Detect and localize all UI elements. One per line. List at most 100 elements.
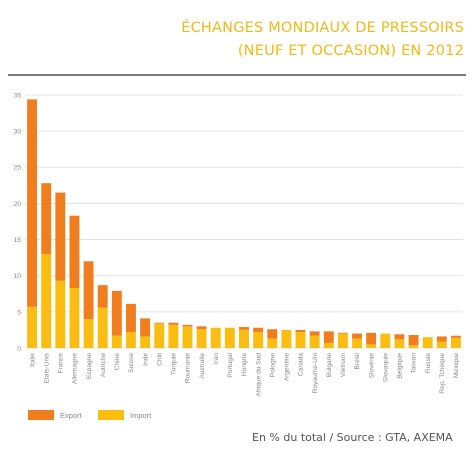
- x-tick-label-22: Vietnam: [340, 353, 347, 378]
- bar-import-22: [337, 333, 348, 348]
- bar-import-2: [55, 280, 66, 348]
- bar-export-10: [168, 322, 179, 325]
- title-divider: [8, 74, 466, 76]
- bar-import-4: [83, 319, 94, 348]
- bar-import-30: [450, 337, 461, 348]
- legend-label-export: Export: [60, 411, 83, 420]
- y-tick-label-5: 5: [17, 309, 21, 316]
- bar-export-3: [69, 215, 80, 289]
- x-tick-label-8: Inde: [142, 353, 149, 366]
- chart-title-line-2: (NEUF ET OCCASION) EN 2012: [237, 43, 464, 59]
- bar-export-27: [408, 334, 419, 346]
- bar-export-1: [41, 183, 52, 255]
- bar-import-5: [97, 307, 108, 348]
- bar-export-24: [366, 332, 377, 345]
- x-tick-label-17: Pologne: [269, 353, 276, 378]
- bar-export-11: [182, 324, 193, 327]
- bar-export-21: [323, 331, 334, 343]
- bar-export-12: [196, 326, 207, 330]
- bar-export-19: [295, 329, 306, 333]
- x-tick-label-4: Espagne: [86, 353, 93, 379]
- bar-export-26: [394, 334, 405, 340]
- y-tick-label-30: 30: [13, 129, 21, 136]
- bar-export-6: [111, 290, 122, 336]
- x-tick-label-13: Iran: [213, 353, 220, 365]
- bar-export-9: [154, 322, 165, 324]
- bar-import-6: [111, 335, 122, 348]
- bar-export-17: [267, 329, 278, 339]
- x-tick-label-16: Afrique du Sud: [255, 353, 262, 397]
- legend-swatch-import: [98, 410, 124, 420]
- bar-import-28: [422, 337, 433, 348]
- bar-import-17: [267, 338, 278, 348]
- x-tick-label-0: Italie: [29, 353, 36, 367]
- bar-export-8: [140, 318, 151, 337]
- bar-export-5: [97, 285, 108, 308]
- x-tick-label-12: Australie: [199, 353, 206, 379]
- x-tick-label-2: France: [58, 353, 65, 374]
- x-tick-label-9: Chili: [156, 352, 163, 365]
- bar-export-22: [337, 332, 348, 334]
- bar-export-20: [309, 331, 320, 336]
- bar-export-15: [239, 327, 249, 330]
- bar-import-24: [366, 344, 377, 348]
- bar-import-11: [182, 326, 193, 348]
- x-tick-label-14: Portugal: [227, 352, 234, 377]
- x-tick-label-29: Rep. Tchèque: [439, 353, 446, 394]
- y-tick-label-20: 20: [13, 201, 21, 208]
- bar-import-1: [41, 254, 52, 348]
- y-tick-label-35: 35: [13, 92, 21, 99]
- bar-import-13: [210, 327, 221, 348]
- y-tick-label-15: 15: [13, 237, 21, 244]
- x-tick-label-23: Brésil: [354, 352, 361, 369]
- x-tick-label-6: Chine: [114, 353, 121, 371]
- bar-import-27: [408, 345, 419, 348]
- legend-swatch-export: [28, 410, 54, 420]
- bar-import-14: [224, 327, 235, 348]
- x-tick-label-11: Roumanie: [185, 353, 192, 383]
- source-note: En % du total / Source : GTA, AXEMA: [252, 431, 453, 444]
- x-tick-label-5: Autriche: [100, 353, 107, 378]
- bar-import-16: [253, 332, 264, 348]
- bar-export-23: [352, 333, 362, 339]
- x-tick-label-25: Slovaquie: [382, 353, 389, 382]
- bar-import-26: [394, 339, 405, 348]
- bar-export-4: [83, 261, 94, 320]
- x-tick-label-20: Royaume-Uni: [312, 352, 319, 393]
- bar-import-29: [436, 341, 447, 348]
- x-tick-label-30: Mexique: [453, 353, 460, 378]
- bar-import-3: [69, 288, 80, 348]
- x-tick-label-15: Hongrie: [241, 353, 248, 376]
- x-tick-label-26: Belgique: [397, 353, 404, 379]
- bar-import-21: [323, 342, 334, 348]
- bar-export-16: [253, 327, 264, 333]
- x-tick-label-28: Russie: [425, 353, 432, 373]
- y-tick-label-0: 0: [17, 345, 21, 352]
- bar-import-25: [380, 333, 391, 348]
- bar-layer: [27, 99, 461, 348]
- x-tick-label-7: Suisse: [128, 353, 135, 373]
- bar-export-30: [450, 335, 461, 338]
- legend: Export Import: [28, 410, 152, 420]
- legend-label-import: Import: [130, 411, 152, 420]
- bar-import-12: [196, 329, 207, 348]
- x-tick-label-3: Allemagne: [72, 353, 79, 384]
- y-tick-label-25: 25: [13, 165, 21, 172]
- bar-import-10: [168, 324, 179, 348]
- x-tick-label-10: Turquie: [171, 353, 178, 375]
- x-tick-label-1: Etats-Unis: [43, 352, 50, 383]
- bar-export-29: [436, 336, 447, 342]
- bar-import-23: [352, 338, 362, 348]
- x-tick-label-27: Taiwan: [411, 353, 418, 374]
- bar-import-15: [239, 329, 249, 348]
- x-tick-label-21: Bulgarie: [326, 353, 333, 378]
- y-tick-label-10: 10: [13, 273, 21, 280]
- x-tick-label-24: Slovénie: [368, 353, 375, 379]
- bar-import-7: [126, 332, 136, 348]
- bar-export-0: [27, 99, 38, 307]
- chart-title-line-1: ÉCHANGES MONDIAUX DE PRESSOIRS: [181, 20, 464, 36]
- bar-export-7: [126, 303, 136, 333]
- x-tick-label-18: Argentine: [284, 353, 291, 382]
